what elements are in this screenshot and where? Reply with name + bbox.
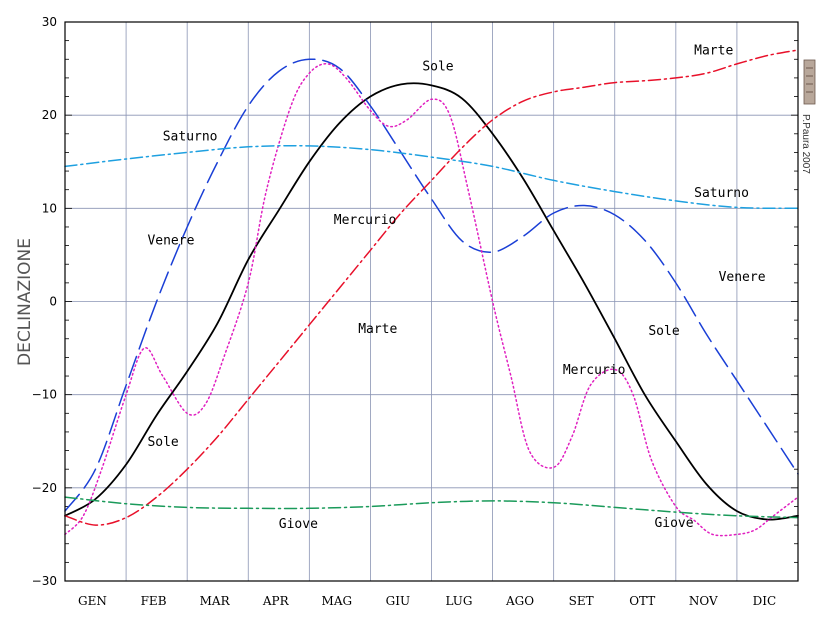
month-label: GIU <box>386 594 410 608</box>
annotation-marte: Marte <box>358 322 397 337</box>
annotation-mercurio: Mercurio <box>563 363 626 378</box>
credit-text: P.Paura 2007 <box>800 114 811 174</box>
month-label: AGO <box>505 594 534 608</box>
series-line-mercurio <box>64 63 799 537</box>
annotation-marte: Marte <box>694 44 733 59</box>
annotation-mercurio: Mercurio <box>334 213 397 228</box>
credit-stamp-icon <box>803 59 816 105</box>
y-tick-label: 20 <box>42 108 57 122</box>
x-tick-labels: GEN FEB MAR APR MAG GIU LUG AGO SET OTT NOV DIC <box>78 594 776 608</box>
annotation-saturno: Saturno <box>163 129 218 144</box>
series-lines <box>64 49 799 537</box>
annotation-sole: Sole <box>147 435 178 450</box>
annotation-venere: Venere <box>719 270 766 285</box>
y-tick-label: −30 <box>32 574 57 588</box>
month-label: MAG <box>322 594 353 608</box>
annotation-giove: Giove <box>279 517 318 532</box>
annotation-venere: Venere <box>147 234 194 249</box>
month-label: SET <box>569 594 594 608</box>
month-label: DIC <box>753 594 777 608</box>
y-tick-label: 0 <box>49 295 57 309</box>
series-line-marte <box>64 49 799 526</box>
y-axis-label: DECLINAZIONE <box>15 238 35 366</box>
series-line-giove <box>64 496 799 519</box>
y-tick-label: −20 <box>32 481 57 495</box>
grid <box>65 21 798 582</box>
annotation-saturno: Saturno <box>694 186 749 201</box>
annotation-sole: Sole <box>422 59 453 74</box>
series-line-sole <box>64 82 799 521</box>
series-annotations: Sole Sole Sole Venere Venere Mercurio Mercurio… <box>147 44 765 532</box>
annotation-giove: Giove <box>654 516 693 531</box>
series-line-saturno <box>64 144 799 210</box>
month-label: MAR <box>200 594 231 608</box>
y-tick-label: −10 <box>32 388 57 402</box>
y-tick-labels: 30 20 10 0 −10 −20 −30 <box>32 15 57 588</box>
plot-frame <box>64 21 799 582</box>
month-label: GEN <box>78 594 107 608</box>
annotation-sole: Sole <box>648 324 679 339</box>
month-label: OTT <box>629 594 655 608</box>
month-label: LUG <box>445 594 472 608</box>
month-label: NOV <box>689 594 718 608</box>
month-label: APR <box>262 594 290 608</box>
y-tick-label: 10 <box>42 201 57 215</box>
y-tick-label: 30 <box>42 15 57 29</box>
month-label: FEB <box>141 594 167 608</box>
